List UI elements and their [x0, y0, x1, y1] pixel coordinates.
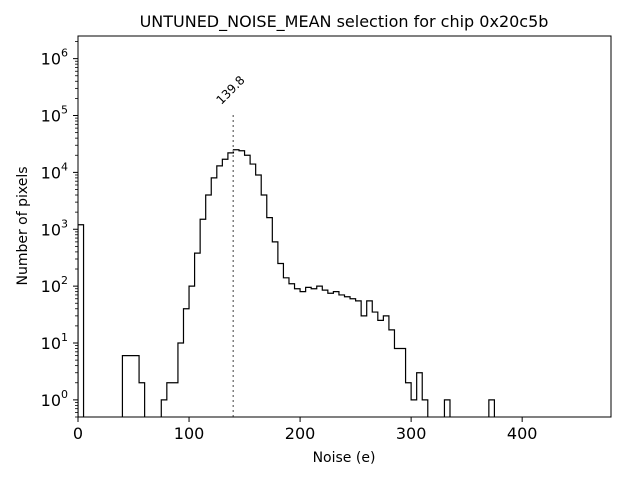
y-tick-exponent: 2: [61, 274, 68, 287]
y-tick-exponent: 1: [61, 331, 68, 344]
x-axis-label: Noise (e): [313, 450, 376, 466]
histogram-outline: [78, 149, 496, 417]
y-tick-base: 10: [41, 334, 61, 353]
y-tick-label: 101: [41, 331, 68, 353]
plot-frame: [77, 35, 612, 418]
y-tick-label: 106: [41, 47, 68, 69]
y-tick-base: 10: [41, 391, 61, 410]
y-tick-base: 10: [41, 277, 61, 296]
x-tick-label: 100: [174, 424, 205, 443]
histogram-steps: [78, 149, 496, 417]
y-tick-exponent: 0: [61, 388, 68, 401]
chart-title: UNTUNED_NOISE_MEAN selection for chip 0x…: [140, 12, 549, 32]
y-tick-exponent: 6: [61, 47, 68, 60]
y-tick-label: 102: [41, 274, 68, 296]
y-tick-exponent: 5: [61, 104, 68, 117]
x-axis-ticks: 0 100 200 300 400: [73, 417, 538, 443]
x-tick-label: 300: [396, 424, 427, 443]
y-tick-label: 103: [41, 217, 68, 239]
y-tick-base: 10: [41, 50, 61, 69]
y-tick-base: 10: [41, 107, 61, 126]
x-tick-label: 400: [507, 424, 538, 443]
y-tick-label: 105: [41, 104, 68, 126]
y-tick-exponent: 4: [61, 160, 68, 173]
y-tick-label: 100: [41, 388, 68, 410]
y-tick-label: 104: [41, 160, 68, 182]
y-tick-exponent: 3: [61, 217, 68, 230]
y-axis-label: Number of pixels: [15, 166, 31, 285]
x-tick-label: 0: [73, 424, 83, 443]
y-tick-base: 10: [41, 220, 61, 239]
y-tick-base: 10: [41, 163, 61, 182]
x-tick-label: 200: [285, 424, 316, 443]
